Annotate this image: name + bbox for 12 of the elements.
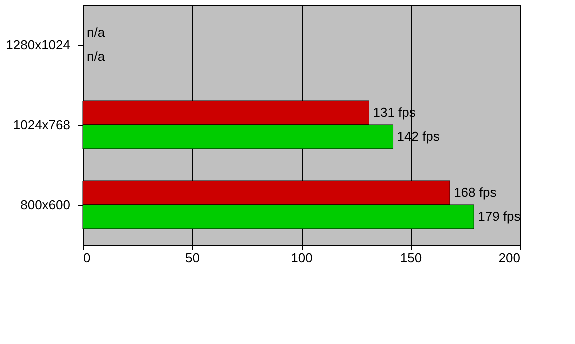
y-tick-label: 1280x1024	[6, 38, 70, 52]
x-tick-label: 0	[84, 250, 91, 266]
x-tick-label: 50	[186, 250, 200, 266]
data-label: 168 fps	[454, 185, 498, 200]
x-tick-label: 150	[400, 250, 422, 266]
y-tick-label: 1024x768	[13, 118, 70, 132]
y-tick-label: 800x600	[20, 198, 70, 212]
data-label: 179 fps	[478, 209, 522, 224]
x-tick-label: 200	[498, 250, 520, 266]
text: n/a	[87, 25, 106, 40]
text: n/a	[87, 49, 106, 64]
x-tick-label: 100	[291, 250, 313, 266]
